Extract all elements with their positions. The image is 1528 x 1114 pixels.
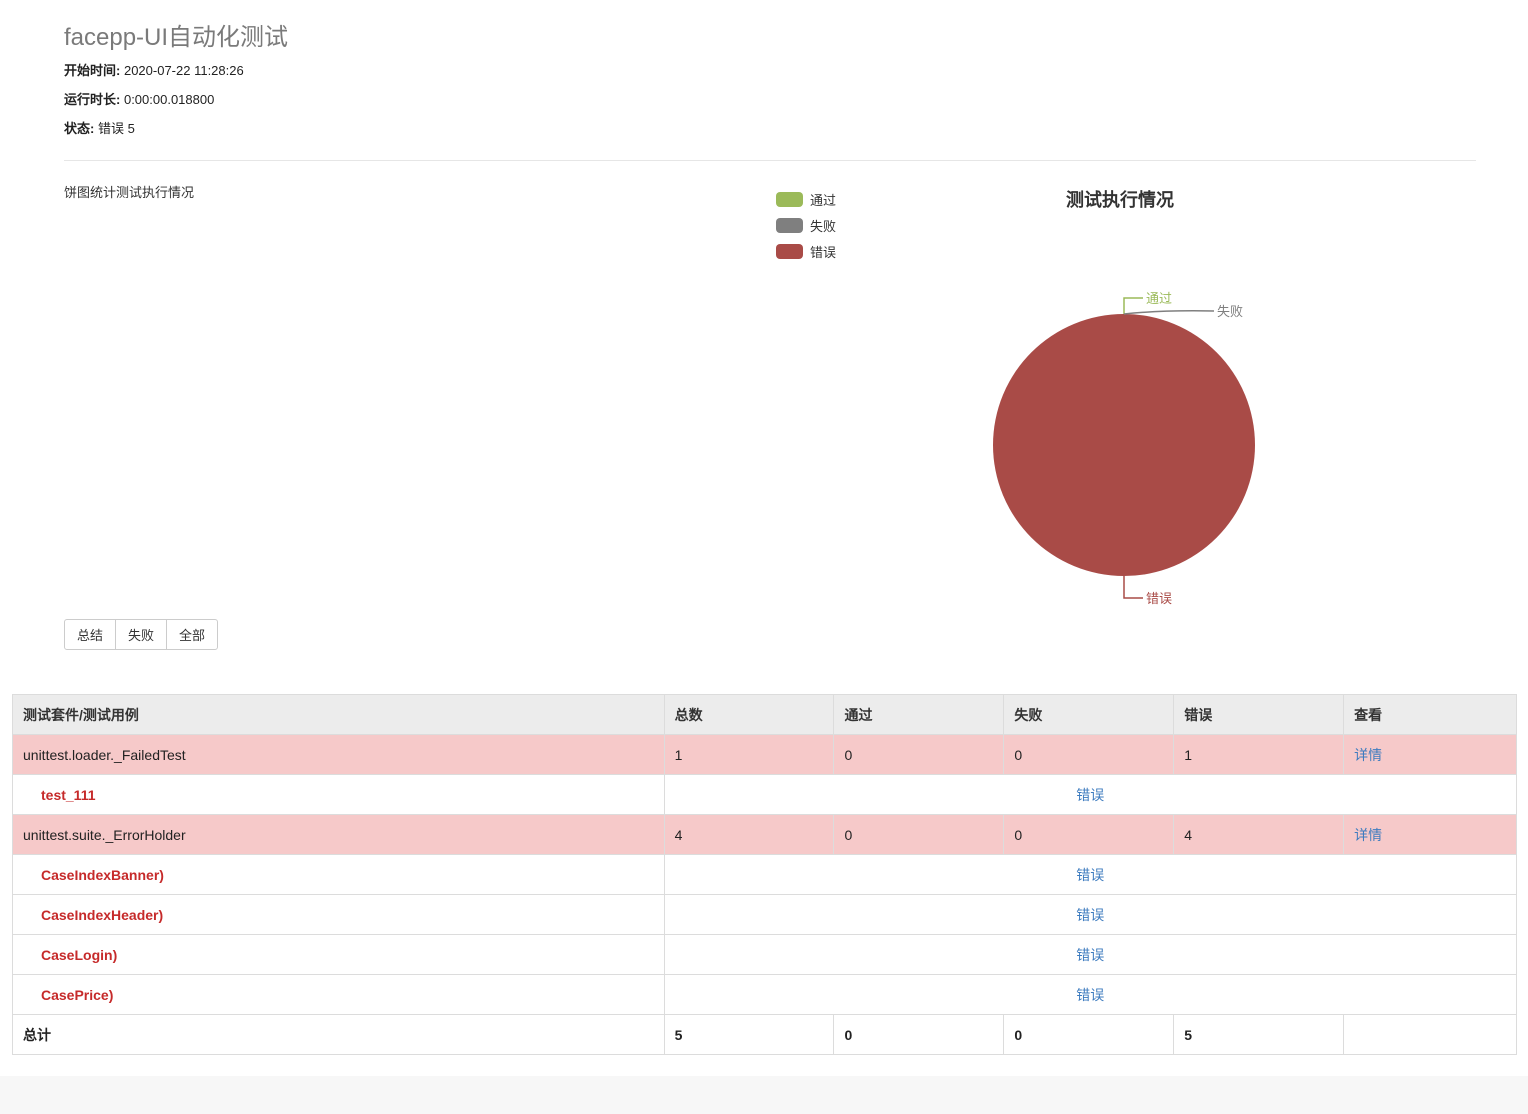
header-pass: 通过 — [833, 694, 1005, 735]
leader-line-fail — [1123, 310, 1215, 315]
suite-total: 4 — [663, 814, 835, 855]
case-name: CaseLogin) — [12, 934, 665, 975]
report-title: facepp-UI自动化测试 — [64, 24, 289, 51]
chart-legend: 通过 失败 错误 — [776, 186, 836, 264]
total-view — [1343, 1014, 1517, 1055]
total-error: 5 — [1173, 1014, 1345, 1055]
legend-label-pass: 通过 — [810, 192, 837, 208]
case-row: CaseIndexBanner) 错误 — [12, 854, 1518, 895]
slice-label-pass: 通过 — [1146, 292, 1172, 307]
suite-error: 4 — [1173, 814, 1345, 855]
status-label: 状态: — [64, 121, 95, 136]
status-value: 错误 5 — [97, 121, 135, 136]
divider — [64, 160, 1476, 161]
total-row: 总计 5 0 0 5 — [12, 1014, 1517, 1055]
case-name: CasePrice) — [12, 974, 665, 1015]
total-pass: 0 — [833, 1014, 1005, 1055]
legend-swatch-error — [776, 243, 803, 259]
table-header-row: 测试套件/测试用例 总数 通过 失败 错误 查看 — [12, 694, 1517, 735]
case-result-link[interactable]: 错误 — [1076, 906, 1105, 923]
legend-item-pass[interactable]: 通过 — [776, 186, 836, 212]
case-name: test_111 — [12, 774, 665, 815]
leader-line-pass — [1123, 297, 1143, 314]
filter-button-group: 总结 失败 全部 — [64, 619, 219, 650]
header-total: 总数 — [663, 694, 835, 735]
filter-summary-button[interactable]: 总结 — [64, 619, 117, 650]
start-time: 开始时间: 2020-07-22 11:28:26 — [64, 56, 1476, 85]
case-name: CaseIndexHeader) — [12, 894, 665, 935]
suite-details-link[interactable]: 详情 — [1354, 826, 1383, 843]
header-error: 错误 — [1173, 694, 1345, 735]
leader-line-error — [1123, 576, 1143, 599]
total-label: 总计 — [12, 1014, 665, 1055]
case-row: CasePrice) 错误 — [12, 974, 1518, 1015]
report-header: facepp-UI自动化测试 开始时间: 2020-07-22 11:28:26… — [64, 20, 1476, 143]
suite-pass: 0 — [833, 734, 1005, 775]
suite-row: unittest.loader._FailedTest 1 0 0 1 详情 — [12, 734, 1517, 775]
suite-name: unittest.suite._ErrorHolder — [12, 814, 665, 855]
suite-details-link[interactable]: 详情 — [1354, 746, 1383, 763]
case-row: test_111 错误 — [12, 774, 1518, 815]
legend-label-fail: 失败 — [810, 218, 837, 234]
header-suite: 测试套件/测试用例 — [12, 694, 665, 735]
suite-name: unittest.loader._FailedTest — [12, 734, 665, 775]
case-name: CaseIndexBanner) — [12, 854, 665, 895]
suite-row: unittest.suite._ErrorHolder 4 0 0 4 详情 — [12, 814, 1517, 855]
suite-fail: 0 — [1003, 814, 1175, 855]
header-view: 查看 — [1343, 694, 1517, 735]
start-time-label: 开始时间: — [64, 63, 121, 78]
slice-label-error: 错误 — [1146, 592, 1172, 607]
total-fail: 0 — [1003, 1014, 1175, 1055]
case-result-link[interactable]: 错误 — [1076, 866, 1105, 883]
case-result-link[interactable]: 错误 — [1076, 986, 1105, 1003]
duration-label: 运行时长: — [64, 92, 121, 107]
legend-item-fail[interactable]: 失败 — [776, 212, 836, 238]
case-result-link[interactable]: 错误 — [1076, 786, 1105, 803]
result-table: 测试套件/测试用例 总数 通过 失败 错误 查看 unittest.loader… — [12, 694, 1518, 1055]
suite-fail: 0 — [1003, 734, 1175, 775]
legend-item-error[interactable]: 错误 — [776, 238, 836, 264]
duration-value: 0:00:00.018800 — [123, 92, 215, 107]
chart-title: 测试执行情况 — [1066, 190, 1174, 210]
legend-swatch-fail — [776, 217, 803, 233]
legend-swatch-pass — [776, 191, 803, 207]
suite-pass: 0 — [833, 814, 1005, 855]
filter-all-button[interactable]: 全部 — [166, 619, 219, 650]
filter-failed-button[interactable]: 失败 — [115, 619, 168, 650]
case-row: CaseIndexHeader) 错误 — [12, 894, 1518, 935]
pie-description: 饼图统计测试执行情况 — [64, 185, 195, 200]
slice-label-fail: 失败 — [1217, 305, 1243, 320]
total-count: 5 — [663, 1014, 835, 1055]
status: 状态: 错误 5 — [64, 114, 1476, 143]
suite-total: 1 — [663, 734, 835, 775]
header-fail: 失败 — [1003, 694, 1175, 735]
suite-error: 1 — [1173, 734, 1345, 775]
pie-slice-error[interactable] — [993, 314, 1255, 576]
start-time-value: 2020-07-22 11:28:26 — [123, 63, 244, 78]
footer-strip — [0, 1076, 1528, 1114]
case-result-link[interactable]: 错误 — [1076, 946, 1105, 963]
legend-label-error: 错误 — [810, 244, 837, 260]
case-row: CaseLogin) 错误 — [12, 934, 1518, 975]
duration: 运行时长: 0:00:00.018800 — [64, 85, 1476, 114]
